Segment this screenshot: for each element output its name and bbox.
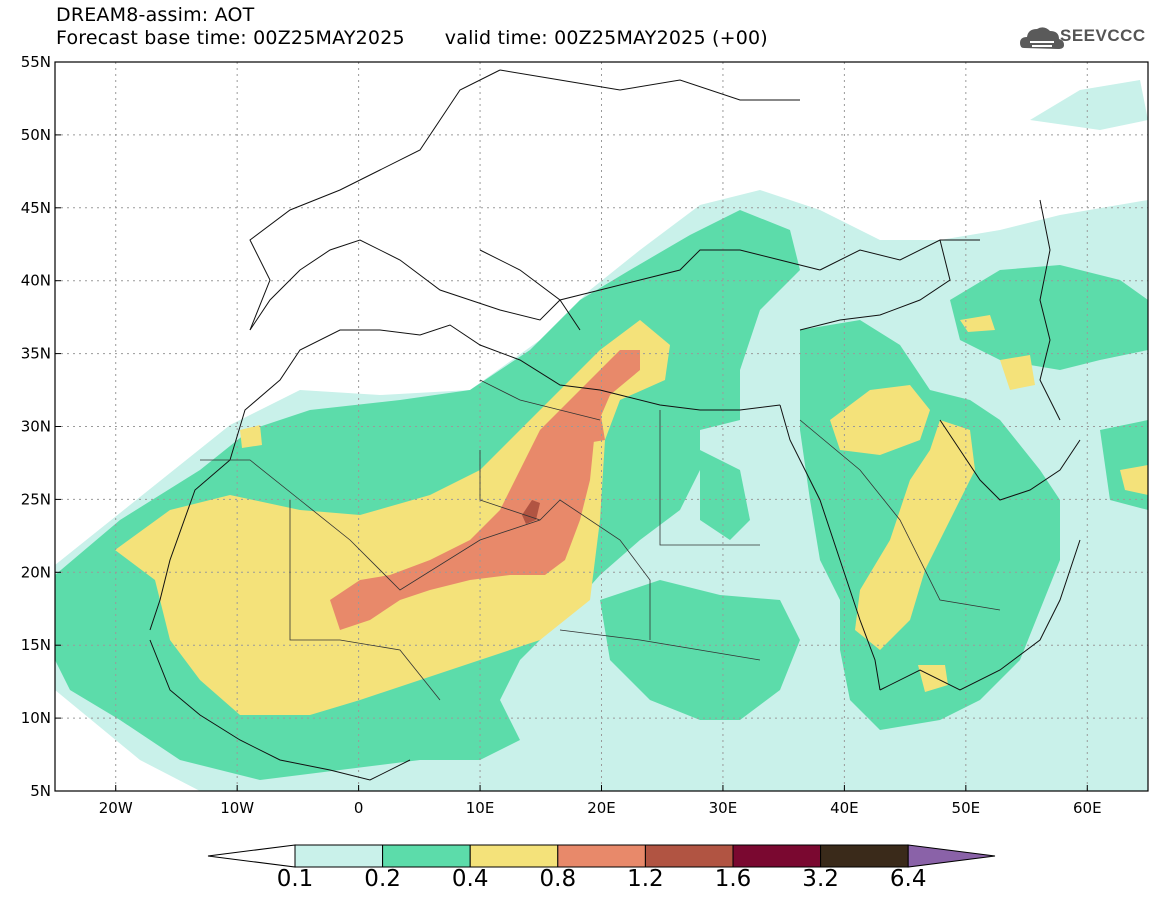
- lon-label: 30E: [709, 799, 738, 817]
- lon-label: 20W: [99, 799, 133, 817]
- lon-label: 40E: [830, 799, 859, 817]
- colorbar-label: 1.2: [627, 866, 664, 892]
- colorbar-max-arrow: [907, 844, 996, 868]
- colorbar-min-arrow: [207, 844, 296, 868]
- lon-label: 10W: [220, 799, 254, 817]
- valid-time: valid time: 00Z25MAY2025 (+00): [444, 27, 768, 49]
- coastlines: [149, 69, 1081, 781]
- colorbar-label: 1.6: [714, 866, 752, 892]
- colorbar-segment: [557, 844, 646, 868]
- lat-label: 25N: [21, 490, 51, 508]
- colorbar-segment: [644, 844, 734, 868]
- lat-label: 15N: [21, 636, 51, 654]
- colorbar: [207, 844, 996, 868]
- lat-label: 20N: [21, 563, 51, 581]
- colorbar-segment: [820, 844, 909, 868]
- colorbar-label: 3.2: [802, 866, 839, 892]
- aot-field: [55, 80, 1148, 791]
- cloud-icon: [1020, 27, 1064, 49]
- lon-label: 0: [354, 799, 364, 817]
- aot-level-0-4: [115, 315, 1148, 715]
- lat-label: 40N: [21, 272, 51, 290]
- colorbar-segment: [469, 844, 559, 868]
- lon-label: 60E: [1073, 799, 1102, 817]
- colorbar-label: 0.1: [276, 866, 314, 892]
- lat-label: 55N: [21, 53, 51, 71]
- colorbar-label: 0.8: [539, 866, 577, 892]
- lat-label: 30N: [21, 418, 51, 436]
- lon-label: 20E: [587, 799, 616, 817]
- title-line-2: Forecast base time: 00Z25MAY2025 valid ti…: [56, 27, 768, 49]
- logo-text: SEEVCCC: [1060, 26, 1146, 45]
- lat-label: 45N: [21, 199, 51, 217]
- grid-lines: [55, 62, 1148, 791]
- latitude-labels: 55N 50N 45N 40N 35N 30N 25N 20N 15N 10N 5N: [21, 53, 61, 800]
- colorbar-segment: [294, 844, 384, 868]
- title-line-1: DREAM8-assim: AOT: [56, 4, 255, 26]
- lat-label: 35N: [21, 345, 51, 363]
- colorbar-label: 6.4: [889, 866, 927, 892]
- colorbar-label: 0.4: [451, 866, 489, 892]
- lat-label: 10N: [21, 709, 51, 727]
- forecast-base-time: Forecast base time: 00Z25MAY2025: [56, 27, 405, 49]
- colorbar-segment: [732, 844, 822, 868]
- lat-label: 5N: [30, 782, 51, 800]
- lon-label: 10E: [466, 799, 495, 817]
- colorbar-label: 0.2: [364, 866, 401, 892]
- colorbar-segment: [382, 844, 471, 868]
- longitude-labels: 20W 10W 0 10E 20E 30E 40E 50E 60E: [99, 785, 1102, 817]
- borders: [200, 379, 1001, 701]
- aot-level-1-2: [522, 500, 540, 524]
- lon-label: 50E: [952, 799, 981, 817]
- lat-label: 50N: [21, 126, 51, 144]
